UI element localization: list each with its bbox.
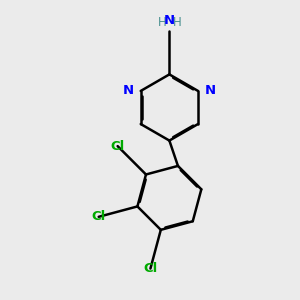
Text: H: H (158, 16, 166, 28)
Text: N: N (164, 14, 175, 27)
Text: Cl: Cl (92, 210, 106, 223)
Text: Cl: Cl (110, 140, 125, 153)
Text: N: N (123, 84, 134, 98)
Text: N: N (205, 84, 216, 98)
Text: Cl: Cl (143, 262, 158, 275)
Text: H: H (172, 16, 181, 28)
